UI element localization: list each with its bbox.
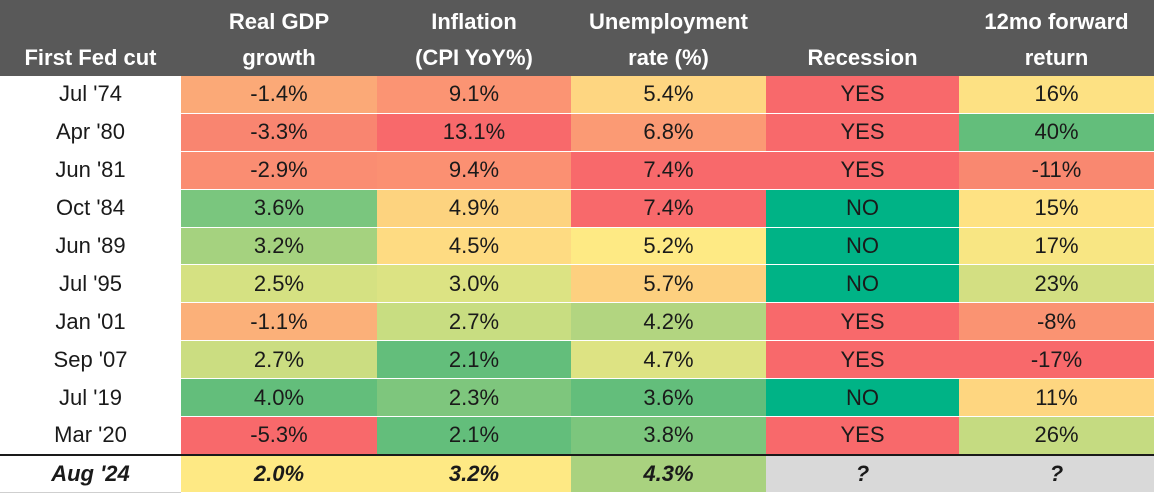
unemployment-cell: 5.2% bbox=[571, 227, 766, 266]
table-row: Jul '19 4.0% 2.3% 3.6% NO 11% bbox=[0, 378, 1154, 418]
header-line-2: Recession bbox=[807, 45, 918, 70]
gdp-cell: -3.3% bbox=[181, 113, 377, 152]
inflation-cell: 2.1% bbox=[377, 416, 571, 456]
unemployment-cell: 6.8% bbox=[571, 113, 766, 152]
header-unemployment: Unemployment rate (%) bbox=[571, 0, 766, 76]
header-line-1: Unemployment bbox=[589, 9, 748, 34]
gdp-cell: 3.2% bbox=[181, 227, 377, 266]
table-row: Jul '74 -1.4% 9.1% 5.4% YES 16% bbox=[0, 76, 1154, 114]
header-line-1: Real GDP bbox=[228, 9, 330, 34]
recession-cell: YES bbox=[766, 151, 959, 190]
header-recession: Recession bbox=[766, 0, 959, 76]
unemployment-cell: 3.8% bbox=[571, 416, 766, 456]
header-real-gdp: Real GDP growth bbox=[181, 0, 377, 76]
table-row: Mar '20 -5.3% 2.1% 3.8% YES 26% bbox=[0, 416, 1154, 456]
unemployment-cell: 4.7% bbox=[571, 340, 766, 380]
header-forward-return: 12mo forward return bbox=[959, 0, 1154, 76]
row-label: Oct '84 bbox=[0, 189, 181, 228]
gdp-cell: 2.7% bbox=[181, 340, 377, 380]
inflation-cell: 4.5% bbox=[377, 227, 571, 266]
return-cell: 16% bbox=[959, 76, 1154, 114]
row-label: Jun '81 bbox=[0, 151, 181, 190]
row-label: Jun '89 bbox=[0, 227, 181, 266]
header-line-2: return bbox=[1024, 45, 1089, 70]
return-cell: 11% bbox=[959, 378, 1154, 418]
header-line-2: growth bbox=[242, 45, 316, 70]
table-row: Jun '89 3.2% 4.5% 5.2% NO 17% bbox=[0, 227, 1154, 266]
recession-cell: YES bbox=[766, 76, 959, 114]
recession-cell: ? bbox=[766, 453, 959, 493]
recession-cell: YES bbox=[766, 416, 959, 456]
unemployment-cell: 5.7% bbox=[571, 264, 766, 304]
gdp-cell: -1.1% bbox=[181, 302, 377, 342]
return-cell: ? bbox=[959, 453, 1154, 493]
row-label: Sep '07 bbox=[0, 340, 181, 380]
header-inflation: Inflation (CPI YoY%) bbox=[377, 0, 571, 76]
return-cell: 40% bbox=[959, 113, 1154, 152]
recession-cell: YES bbox=[766, 113, 959, 152]
recession-cell: NO bbox=[766, 189, 959, 228]
row-label: Aug '24 bbox=[0, 453, 181, 493]
gdp-cell: -5.3% bbox=[181, 416, 377, 456]
inflation-cell: 2.1% bbox=[377, 340, 571, 380]
recession-cell: NO bbox=[766, 378, 959, 418]
header-line-2: (CPI YoY%) bbox=[415, 45, 533, 70]
table-row: Apr '80 -3.3% 13.1% 6.8% YES 40% bbox=[0, 113, 1154, 152]
unemployment-cell: 7.4% bbox=[571, 189, 766, 228]
inflation-cell: 2.3% bbox=[377, 378, 571, 418]
gdp-cell: -1.4% bbox=[181, 76, 377, 114]
inflation-cell: 13.1% bbox=[377, 113, 571, 152]
recession-cell: YES bbox=[766, 340, 959, 380]
header-line-1: Inflation bbox=[431, 9, 517, 34]
return-cell: -17% bbox=[959, 340, 1154, 380]
table-row: Jul '95 2.5% 3.0% 5.7% NO 23% bbox=[0, 264, 1154, 304]
header-row: First Fed cut Real GDP growth Inflation … bbox=[0, 0, 1154, 76]
unemployment-cell: 5.4% bbox=[571, 76, 766, 114]
inflation-cell: 3.0% bbox=[377, 264, 571, 304]
unemployment-cell: 4.2% bbox=[571, 302, 766, 342]
recession-cell: NO bbox=[766, 264, 959, 304]
return-cell: 15% bbox=[959, 189, 1154, 228]
unemployment-cell: 3.6% bbox=[571, 378, 766, 418]
return-cell: 23% bbox=[959, 264, 1154, 304]
inflation-cell: 4.9% bbox=[377, 189, 571, 228]
table-row: Jan '01 -1.1% 2.7% 4.2% YES -8% bbox=[0, 302, 1154, 342]
inflation-cell: 2.7% bbox=[377, 302, 571, 342]
recession-cell: YES bbox=[766, 302, 959, 342]
inflation-cell: 9.4% bbox=[377, 151, 571, 190]
row-label: Jul '19 bbox=[0, 378, 181, 418]
gdp-cell: 2.5% bbox=[181, 264, 377, 304]
gdp-cell: 4.0% bbox=[181, 378, 377, 418]
table-row: Sep '07 2.7% 2.1% 4.7% YES -17% bbox=[0, 340, 1154, 380]
return-cell: -11% bbox=[959, 151, 1154, 190]
unemployment-cell: 7.4% bbox=[571, 151, 766, 190]
inflation-cell: 9.1% bbox=[377, 76, 571, 114]
header-line-2: First Fed cut bbox=[24, 45, 157, 70]
unemployment-cell: 4.3% bbox=[571, 453, 766, 493]
table-row: Oct '84 3.6% 4.9% 7.4% NO 15% bbox=[0, 189, 1154, 228]
row-label: Apr '80 bbox=[0, 113, 181, 152]
gdp-cell: 2.0% bbox=[181, 453, 377, 493]
highlight-row: Aug '24 2.0% 3.2% 4.3% ? ? bbox=[0, 453, 1154, 493]
row-label: Jul '95 bbox=[0, 264, 181, 304]
return-cell: 26% bbox=[959, 416, 1154, 456]
return-cell: 17% bbox=[959, 227, 1154, 266]
gdp-cell: 3.6% bbox=[181, 189, 377, 228]
inflation-cell: 3.2% bbox=[377, 453, 571, 493]
row-label: Mar '20 bbox=[0, 416, 181, 456]
row-label: Jan '01 bbox=[0, 302, 181, 342]
return-cell: -8% bbox=[959, 302, 1154, 342]
header-line-2: rate (%) bbox=[628, 45, 709, 70]
gdp-cell: -2.9% bbox=[181, 151, 377, 190]
header-first-fed-cut: First Fed cut bbox=[0, 0, 181, 76]
table-row: Jun '81 -2.9% 9.4% 7.4% YES -11% bbox=[0, 151, 1154, 190]
header-line-1: 12mo forward bbox=[984, 9, 1129, 34]
recession-cell: NO bbox=[766, 227, 959, 266]
row-label: Jul '74 bbox=[0, 76, 181, 114]
